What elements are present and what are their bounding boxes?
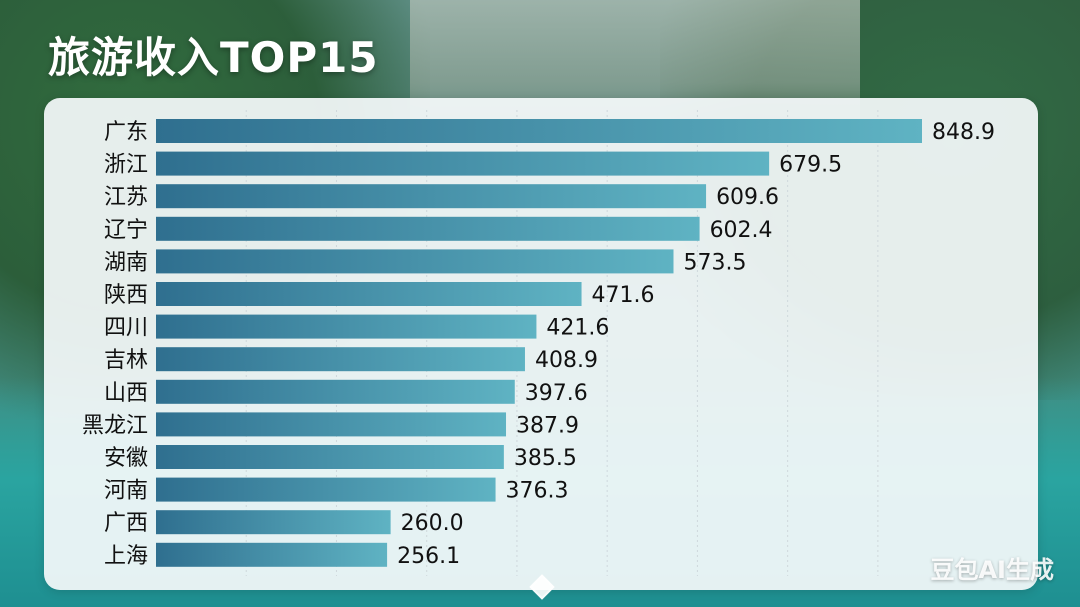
value-label-11: 376.3 bbox=[506, 479, 569, 504]
bar-12 bbox=[156, 510, 391, 535]
bar-9 bbox=[156, 412, 507, 437]
category-label-0: 广东 bbox=[104, 120, 148, 145]
category-label-4: 湖南 bbox=[104, 250, 148, 275]
category-label-7: 吉林 bbox=[104, 348, 148, 373]
bar-2 bbox=[156, 184, 707, 209]
value-label-13: 256.1 bbox=[397, 544, 460, 569]
bar-3 bbox=[156, 216, 700, 241]
value-label-7: 408.9 bbox=[535, 348, 598, 373]
category-label-10: 安徽 bbox=[104, 446, 148, 471]
category-label-6: 四川 bbox=[104, 316, 148, 341]
category-label-9: 黑龙江 bbox=[82, 413, 148, 438]
value-label-1: 679.5 bbox=[779, 153, 842, 178]
category-label-12: 广西 bbox=[104, 511, 148, 536]
bar-11 bbox=[156, 477, 496, 502]
bar-4 bbox=[156, 249, 674, 274]
page-title: 旅游收入TOP15 bbox=[48, 33, 379, 82]
value-label-9: 387.9 bbox=[516, 413, 579, 438]
bar-chart: 广东 848.9 浙江 679.5 江苏 609.6 辽宁 602.4 湖南 573.5 陕西 471… bbox=[82, 110, 995, 576]
category-label-13: 上海 bbox=[104, 544, 148, 569]
bar-13 bbox=[156, 542, 388, 567]
chart-panel: 广东 848.9 浙江 679.5 江苏 609.6 辽宁 602.4 湖南 573.5 陕西 471… bbox=[44, 98, 1038, 590]
category-label-11: 河南 bbox=[104, 479, 148, 504]
category-label-2: 江苏 bbox=[104, 185, 148, 210]
bar-1 bbox=[156, 151, 770, 176]
bar-5 bbox=[156, 282, 582, 306]
bar-6 bbox=[156, 314, 537, 339]
bar-0 bbox=[156, 119, 922, 143]
value-label-2: 609.6 bbox=[716, 185, 779, 210]
value-label-8: 397.6 bbox=[525, 381, 588, 406]
bar-8 bbox=[156, 379, 515, 404]
category-label-3: 辽宁 bbox=[104, 218, 148, 243]
value-label-10: 385.5 bbox=[514, 446, 577, 471]
value-label-3: 602.4 bbox=[710, 218, 773, 243]
bar-7 bbox=[156, 347, 525, 372]
watermark: 豆包AI生成 bbox=[930, 556, 1054, 584]
category-label-5: 陕西 bbox=[104, 283, 148, 308]
category-label-1: 浙江 bbox=[104, 153, 148, 178]
value-label-6: 421.6 bbox=[546, 316, 609, 341]
category-label-8: 山西 bbox=[104, 381, 148, 406]
value-label-0: 848.9 bbox=[932, 120, 995, 145]
value-label-5: 471.6 bbox=[592, 283, 655, 308]
value-label-4: 573.5 bbox=[683, 250, 746, 275]
value-label-12: 260.0 bbox=[401, 511, 464, 536]
bar-10 bbox=[156, 445, 504, 469]
